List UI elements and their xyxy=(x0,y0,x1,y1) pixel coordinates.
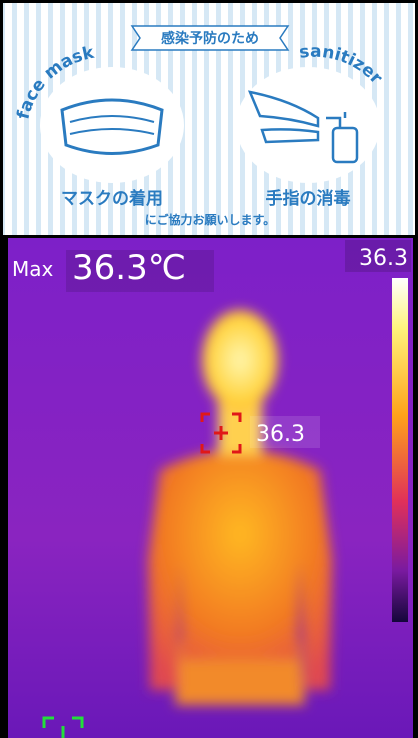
max-value: 36.3℃ xyxy=(72,248,186,288)
footer: にご協力お願いします。 xyxy=(145,212,276,227)
bottle-icon xyxy=(333,128,357,162)
color-scale xyxy=(392,278,408,622)
max-label: Max xyxy=(12,257,54,281)
screen: 感染予防のため face mask sanitizer マスクの着用 手指の消毒… xyxy=(0,0,418,738)
ribbon-text: 感染予防のため xyxy=(161,30,259,47)
scale-top: 36.3 xyxy=(359,246,408,271)
left-caption: マスクの着用 xyxy=(61,188,163,209)
right-caption: 手指の消毒 xyxy=(266,188,351,209)
sanitizer-circle xyxy=(236,67,380,183)
target-value: 36.3 xyxy=(256,422,305,447)
mask-icon xyxy=(62,100,162,154)
